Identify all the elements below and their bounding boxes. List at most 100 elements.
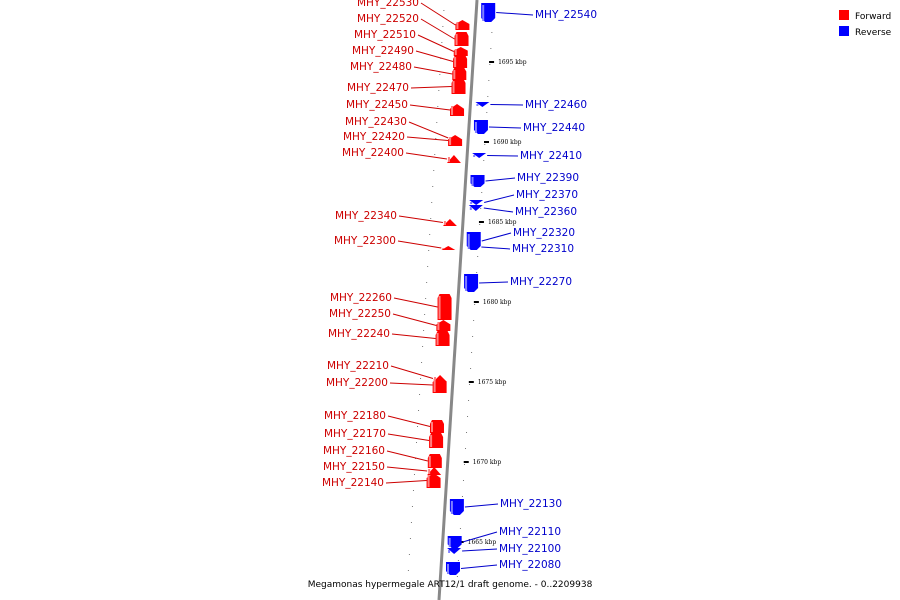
forward-gene-label[interactable]: MHY_22340	[335, 210, 397, 222]
reverse-gene-feature[interactable]	[481, 3, 496, 22]
axis-dot	[420, 378, 422, 379]
reverse-gene-feature[interactable]	[447, 536, 462, 548]
reverse-gene-feature[interactable]	[449, 499, 464, 515]
forward-gene-feature[interactable]	[436, 320, 451, 331]
axis-dot	[490, 48, 492, 49]
forward-gene-label[interactable]: MHY_22480	[350, 61, 412, 73]
axis-dot	[410, 522, 412, 523]
forward-gene-feature[interactable]	[427, 467, 442, 475]
forward-gene-feature[interactable]	[453, 55, 468, 68]
axis-dots	[407, 10, 494, 577]
forward-gene-label[interactable]: MHY_22510	[354, 29, 416, 41]
forward-gene-label[interactable]: MHY_22240	[328, 328, 390, 340]
forward-gene-feature[interactable]	[455, 20, 470, 30]
forward-gene-feature[interactable]	[441, 246, 456, 250]
gene-leader-line	[484, 194, 515, 203]
forward-gene-label[interactable]: MHY_22210	[327, 360, 389, 372]
forward-gene-feature[interactable]	[427, 454, 442, 468]
reverse-gene-label[interactable]: MHY_22080	[499, 559, 561, 571]
axis-dot	[462, 480, 464, 481]
forward-gene-label[interactable]: MHY_22450	[346, 99, 408, 111]
reverse-gene-label[interactable]: MHY_22320	[513, 227, 575, 239]
reverse-gene-feature[interactable]	[466, 232, 481, 250]
axis-dot	[487, 96, 489, 97]
reverse-gene-label[interactable]: MHY_22270	[510, 276, 572, 288]
forward-gene-feature[interactable]	[426, 473, 441, 488]
gene-leader-line	[387, 433, 430, 441]
forward-gene-feature[interactable]	[442, 219, 457, 226]
forward-gene-label[interactable]: MHY_22300	[334, 235, 396, 247]
reverse-gene-label[interactable]: MHY_22540	[535, 9, 597, 21]
reverse-gene-label[interactable]: MHY_22130	[500, 498, 562, 510]
forward-gene-feature[interactable]	[454, 32, 469, 46]
gene-leader-line	[413, 66, 453, 75]
axis-dot	[436, 122, 438, 123]
forward-gene-feature[interactable]	[446, 155, 461, 163]
axis-dot	[417, 426, 419, 427]
reverse-gene-label[interactable]: MHY_22460	[525, 99, 587, 111]
axis-dot	[472, 336, 474, 337]
reverse-gene-label[interactable]: MHY_22360	[515, 206, 577, 218]
gene-leader-line	[405, 152, 448, 160]
axis-dot	[456, 576, 458, 577]
forward-gene-feature[interactable]	[429, 433, 444, 448]
forward-gene-feature[interactable]	[432, 377, 447, 393]
axis-dot	[441, 42, 443, 43]
gene-leader-line	[420, 18, 455, 40]
forward-gene-feature[interactable]	[429, 420, 444, 433]
forward-gene-feature[interactable]	[448, 135, 463, 146]
reverse-gene-label[interactable]: MHY_22100	[499, 543, 561, 555]
forward-gene-label[interactable]: MHY_22140	[322, 477, 384, 489]
axis-dot	[469, 384, 471, 385]
forward-gene-label[interactable]: MHY_22170	[324, 428, 386, 440]
axis-dot	[470, 368, 472, 369]
forward-gene-feature[interactable]	[435, 331, 450, 346]
axis-dot	[461, 496, 463, 497]
forward-gene-feature[interactable]	[450, 104, 465, 116]
axis-dot	[432, 186, 434, 187]
forward-gene-label[interactable]: MHY_22150	[323, 461, 385, 473]
forward-gene-label[interactable]: MHY_22490	[352, 45, 414, 57]
gene-leader-line	[481, 232, 512, 242]
reverse-gene-label[interactable]: MHY_22390	[517, 172, 579, 184]
axis-dot	[419, 394, 421, 395]
tick-mark	[468, 381, 474, 383]
tick-mark	[484, 141, 490, 143]
forward-gene-label[interactable]: MHY_22260	[330, 292, 392, 304]
reverse-gene-feature[interactable]	[445, 562, 460, 575]
forward-gene-label[interactable]: MHY_22530	[357, 0, 419, 9]
reverse-gene-label[interactable]: MHY_22110	[499, 526, 561, 538]
forward-gene-feature[interactable]	[452, 68, 467, 80]
reverse-gene-label[interactable]: MHY_22310	[512, 243, 574, 255]
reverse-gene-label[interactable]: MHY_22440	[523, 122, 585, 134]
reverse-gene-feature[interactable]	[470, 175, 485, 187]
forward-gene-feature[interactable]	[437, 294, 452, 320]
reverse-gene-label[interactable]: MHY_22370	[516, 189, 578, 201]
forward-gene-label[interactable]: MHY_22250	[329, 308, 391, 320]
axis-dot	[424, 314, 426, 315]
axis-dot	[468, 400, 470, 401]
reverse-gene-feature[interactable]	[468, 205, 483, 211]
reverse-gene-label[interactable]: MHY_22410	[520, 150, 582, 162]
reverse-gene-feature[interactable]	[447, 548, 462, 554]
forward-gene-label[interactable]: MHY_22400	[342, 147, 404, 159]
forward-gene-feature[interactable]	[451, 79, 466, 94]
axis-dot	[428, 250, 430, 251]
forward-gene-label[interactable]: MHY_22420	[343, 131, 405, 143]
forward-gene-label[interactable]: MHY_22160	[323, 445, 385, 457]
forward-gene-label[interactable]: MHY_22200	[326, 377, 388, 389]
forward-gene-label[interactable]: MHY_22520	[357, 13, 419, 25]
forward-gene-feature[interactable]	[453, 47, 468, 56]
forward-gene-label[interactable]: MHY_22470	[347, 82, 409, 94]
reverse-gene-feature[interactable]	[464, 274, 479, 292]
reverse-gene-feature[interactable]	[472, 153, 487, 158]
gene-leader-line	[397, 240, 442, 249]
forward-gene-label[interactable]: MHY_22430	[345, 116, 407, 128]
reverse-gene-feature[interactable]	[473, 120, 488, 134]
reverse-gene-feature[interactable]	[469, 200, 484, 205]
forward-gene-label[interactable]: MHY_22180	[324, 410, 386, 422]
axis-dot	[423, 330, 425, 331]
gene-leader-line	[409, 104, 451, 111]
reverse-gene-feature[interactable]	[475, 102, 490, 107]
